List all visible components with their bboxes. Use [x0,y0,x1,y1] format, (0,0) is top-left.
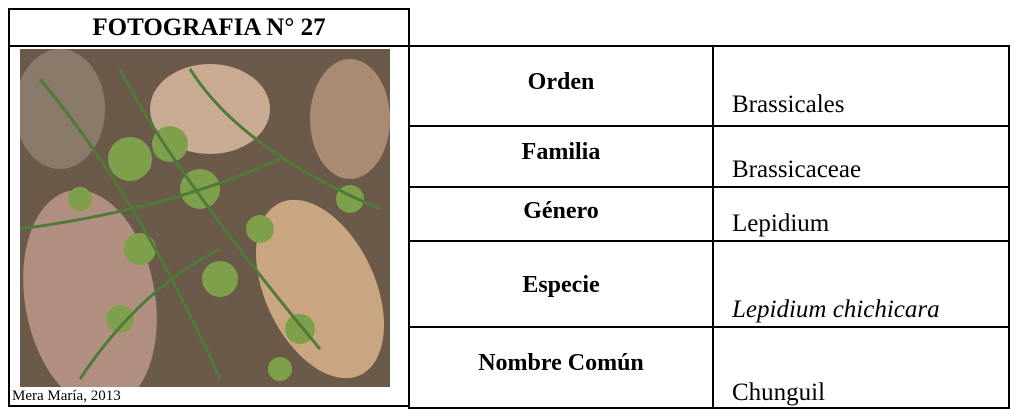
label-cell: Género [408,186,714,242]
label: Orden [527,69,595,95]
label-cell: Familia [408,125,714,188]
label: Nombre Común [478,350,644,376]
label: Especie [522,272,600,298]
photo-title: FOTOGRAFIA N° 27 [8,8,410,47]
value: Lepidium [712,186,1010,242]
value: Brassicales [712,45,1010,127]
value: Brassicaceae [712,125,1010,188]
label-cell: Orden [408,45,714,127]
photo-caption: Mera María, 2013 [12,388,121,404]
taxonomy-table: Orden Brassicales Familia Brassicaceae Gén… [408,45,1010,409]
photo [20,49,390,387]
photo-frame: Mera María, 2013 [8,45,410,407]
label: Género [523,198,599,224]
value: Chunguil [712,326,1010,409]
label-cell: Nombre Común [408,326,714,409]
value: Lepidium chichicara [712,240,1010,328]
label-cell: Especie [408,240,714,328]
label: Familia [521,139,601,165]
